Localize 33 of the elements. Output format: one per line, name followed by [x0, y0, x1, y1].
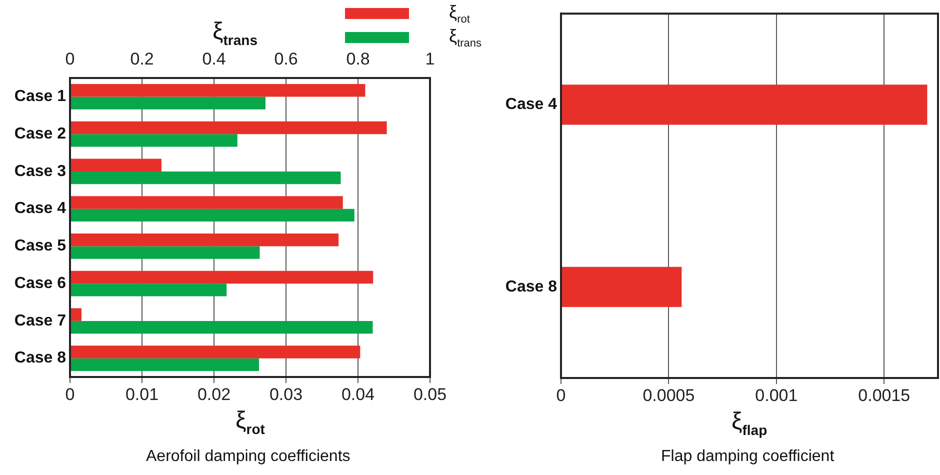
- y-tick-label: Case 6: [14, 274, 66, 292]
- y-tick-label: Case 2: [14, 125, 66, 142]
- y-tick-label: Case 8: [14, 350, 66, 367]
- y-tick-label: Case 3: [14, 162, 66, 180]
- x-tick-label: 0: [556, 386, 566, 405]
- x2-axis-title: ξ$_{trans}$: [212, 18, 258, 48]
- x-axis-title: ξ$_{rot}$: [236, 407, 265, 439]
- x-tick-label: 0.05: [413, 384, 447, 404]
- y-tick-label: Case 1: [14, 88, 66, 106]
- x2-tick-label: 0.8: [346, 49, 370, 68]
- x2-tick-label: 0.4: [202, 49, 226, 68]
- x2-tick-label: 0.2: [130, 49, 154, 68]
- x-axis-title: ξ$_{flap}$: [732, 408, 768, 440]
- x-tick-label: 0: [65, 384, 75, 404]
- legend-label: ξ$_{trans}$: [449, 26, 482, 50]
- x-tick-label: 0.001: [755, 386, 798, 405]
- x2-tick-label: 0: [65, 49, 75, 68]
- x2-tick-label: 1: [425, 49, 435, 68]
- y-tick-label: Case 4: [505, 96, 558, 114]
- legend-label: ξ$_{rot}$: [449, 2, 470, 26]
- x2-tick-label: 0.6: [274, 49, 298, 68]
- y-tick-label: Case 8: [505, 278, 558, 296]
- x-tick-label: 0.01: [125, 384, 159, 404]
- x-tick-label: 0.04: [341, 384, 375, 404]
- text: Flap damping coefficient: [661, 448, 834, 466]
- x-tick-label: 0.0005: [642, 386, 695, 405]
- y-tick-label: Case 4: [14, 200, 66, 218]
- x-tick-label: 0.03: [269, 384, 303, 404]
- text: Aerofoil damping coefficients: [146, 448, 350, 466]
- y-tick-label: Case 7: [14, 312, 66, 330]
- y-tick-label: Case 5: [14, 238, 66, 255]
- x-tick-label: 0.0015: [858, 386, 910, 405]
- x-tick-label: 0.02: [197, 384, 231, 404]
